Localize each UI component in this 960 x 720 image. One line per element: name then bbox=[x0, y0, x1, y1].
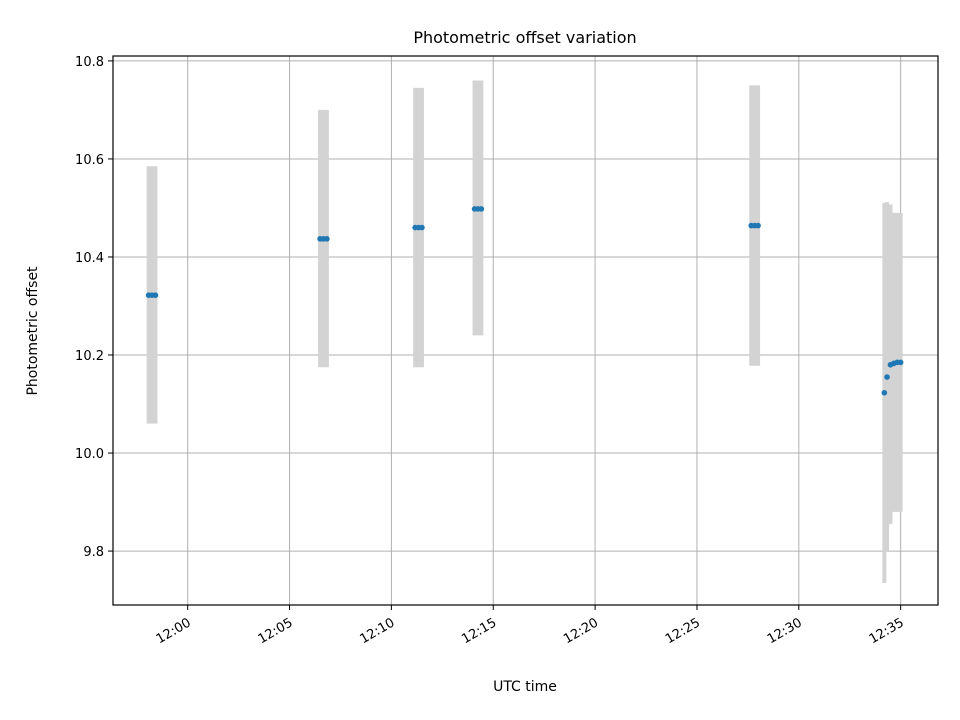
y-tick-label: 10.6 bbox=[75, 153, 104, 168]
data-point bbox=[884, 374, 890, 380]
y-axis-label: Photometric offset bbox=[25, 266, 41, 396]
data-point bbox=[419, 224, 425, 231]
y-axis-ticks: 9.8 10.0 10.2 10.4 10.6 10.8 bbox=[75, 55, 113, 560]
data-point bbox=[755, 222, 761, 229]
data-points bbox=[145, 206, 904, 396]
x-axis-label: UTC time bbox=[493, 679, 557, 695]
gridlines bbox=[113, 56, 938, 605]
plot-frame bbox=[112, 55, 939, 606]
data-point bbox=[897, 359, 904, 366]
data-point bbox=[152, 292, 159, 299]
y-tick-label: 10.2 bbox=[75, 349, 104, 364]
y-tick-label: 9.8 bbox=[83, 545, 104, 560]
data-point bbox=[881, 389, 888, 396]
data-point bbox=[478, 206, 485, 212]
chart-title: Photometric offset variation bbox=[413, 28, 636, 47]
y-tick-label: 10.0 bbox=[75, 447, 104, 462]
y-tick-label: 10.8 bbox=[75, 55, 104, 70]
y-tick-label: 10.4 bbox=[75, 251, 104, 266]
data-point bbox=[324, 236, 330, 242]
